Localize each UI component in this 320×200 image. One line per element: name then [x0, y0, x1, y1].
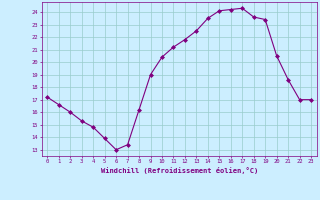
X-axis label: Windchill (Refroidissement éolien,°C): Windchill (Refroidissement éolien,°C)	[100, 167, 258, 174]
